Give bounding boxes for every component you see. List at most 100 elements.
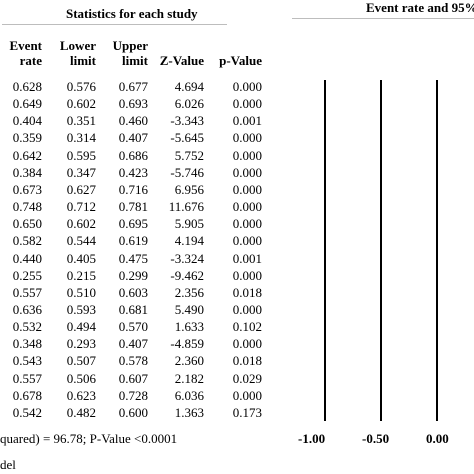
cell-lower-limit: 0.593: [66, 301, 96, 317]
cell-z-value: 5.752: [174, 147, 204, 163]
cell-event-rate: 0.636: [12, 301, 42, 317]
cell-lower-limit: 0.293: [66, 336, 96, 352]
cell-event-rate: 0.384: [12, 164, 42, 180]
cell-upper-limit: 0.607: [118, 370, 148, 386]
cell-z-value: -3.343: [170, 113, 204, 129]
cell-z-value: 5.905: [174, 216, 204, 232]
cell-event-rate: 0.650: [12, 216, 42, 232]
axis-tick-minus-1: -1.00: [298, 431, 326, 446]
cell-z-value: 6.036: [174, 387, 204, 403]
cell-event-rate: 0.748: [12, 199, 42, 215]
cell-p-value: 0.000: [232, 164, 262, 180]
model-text: del: [0, 457, 16, 472]
cell-event-rate: 0.673: [12, 181, 42, 197]
forest-line-zero: [436, 80, 438, 421]
cell-lower-limit: 0.507: [66, 353, 96, 369]
cell-upper-limit: 0.681: [118, 301, 148, 317]
cell-p-value: 0.000: [232, 199, 262, 215]
cell-upper-limit: 0.407: [118, 336, 148, 352]
cell-p-value: 0.001: [232, 250, 262, 266]
cell-z-value: 1.363: [174, 404, 204, 420]
cell-p-value: 0.000: [232, 233, 262, 249]
cell-event-rate: 0.582: [12, 233, 42, 249]
cell-upper-limit: 0.686: [118, 147, 148, 163]
cell-event-rate: 0.543: [12, 353, 42, 369]
cell-upper-limit: 0.716: [118, 181, 148, 197]
cell-lower-limit: 0.314: [66, 130, 96, 146]
ci-section-title: Event rate and 95%: [366, 0, 474, 15]
axis-tick-zero: 0.00: [426, 431, 449, 446]
cell-upper-limit: 0.570: [118, 319, 148, 335]
cell-p-value: 0.000: [232, 181, 262, 197]
cell-event-rate: 0.642: [12, 147, 42, 163]
cell-upper-limit: 0.781: [118, 199, 148, 215]
cell-event-rate: 0.348: [12, 336, 42, 352]
cell-z-value: -5.746: [170, 164, 204, 180]
cell-z-value: 4.194: [174, 233, 204, 249]
stats-header-rule: [2, 24, 227, 25]
cell-event-rate: 0.440: [12, 250, 42, 266]
cell-p-value: 0.000: [232, 130, 262, 146]
col-header-p-value: p-Value: [219, 53, 262, 68]
cell-p-value: 0.102: [232, 319, 262, 335]
cell-event-rate: 0.678: [12, 387, 42, 403]
forest-line-minus-1: [324, 80, 326, 421]
cell-p-value: 0.000: [232, 267, 262, 283]
cell-p-value: 0.000: [232, 147, 262, 163]
cell-event-rate: 0.404: [12, 113, 42, 129]
cell-p-value: 0.029: [232, 370, 262, 386]
cell-lower-limit: 0.506: [66, 370, 96, 386]
cell-lower-limit: 0.627: [66, 181, 96, 197]
cell-upper-limit: 0.728: [118, 387, 148, 403]
heterogeneity-text: quared) = 96.78; P-Value <0.0001: [0, 431, 178, 446]
cell-p-value: 0.001: [232, 113, 262, 129]
cell-upper-limit: 0.475: [118, 250, 148, 266]
forest-line-minus-0-5: [380, 80, 382, 421]
cell-z-value: -3.324: [170, 250, 204, 266]
cell-event-rate: 0.628: [12, 79, 42, 94]
cell-upper-limit: 0.578: [118, 353, 148, 369]
cell-event-rate: 0.557: [12, 370, 42, 386]
cell-lower-limit: 0.602: [66, 216, 96, 232]
cell-event-rate: 0.255: [12, 267, 42, 283]
cell-upper-limit: 0.423: [118, 164, 148, 180]
cell-upper-limit: 0.407: [118, 130, 148, 146]
cell-upper-limit: 0.619: [118, 233, 148, 249]
cell-lower-limit: 0.623: [66, 387, 96, 403]
cell-z-value: 4.694: [174, 79, 204, 94]
cell-z-value: 2.182: [174, 370, 204, 386]
cell-lower-limit: 0.347: [66, 164, 96, 180]
cell-p-value: 0.173: [232, 404, 262, 420]
cell-z-value: 2.356: [174, 284, 204, 300]
cell-upper-limit: 0.603: [118, 284, 148, 300]
cell-p-value: 0.000: [232, 387, 262, 403]
cell-lower-limit: 0.494: [66, 319, 96, 335]
cell-event-rate: 0.542: [12, 404, 42, 420]
cell-upper-limit: 0.299: [118, 267, 148, 283]
cell-lower-limit: 0.510: [66, 284, 96, 300]
cell-z-value: 2.360: [174, 353, 204, 369]
ci-header-rule: [292, 18, 474, 19]
cell-p-value: 0.000: [232, 336, 262, 352]
col-header-z-value: Z-Value: [159, 53, 204, 68]
cell-upper-limit: 0.677: [118, 79, 148, 94]
col-header-lower-limit: Lower limit: [59, 38, 96, 68]
cell-event-rate: 0.532: [12, 319, 42, 335]
cell-upper-limit: 0.600: [118, 404, 148, 420]
cell-upper-limit: 0.695: [118, 216, 148, 232]
cell-p-value: 0.000: [232, 96, 262, 112]
cell-event-rate: 0.649: [12, 96, 42, 112]
col-header-upper-limit: Upper limit: [112, 38, 148, 68]
cell-z-value: 5.490: [174, 301, 204, 317]
cell-lower-limit: 0.215: [66, 267, 96, 283]
cell-lower-limit: 0.351: [66, 113, 96, 129]
cell-z-value: -4.859: [170, 336, 204, 352]
col-header-event-rate: Event rate: [9, 38, 43, 68]
cell-p-value: 0.000: [232, 301, 262, 317]
cell-z-value: 6.956: [174, 181, 204, 197]
cell-lower-limit: 0.576: [66, 79, 96, 94]
cell-lower-limit: 0.482: [66, 404, 96, 420]
cell-lower-limit: 0.405: [66, 250, 96, 266]
cell-p-value: 0.018: [232, 353, 262, 369]
cell-p-value: 0.018: [232, 284, 262, 300]
